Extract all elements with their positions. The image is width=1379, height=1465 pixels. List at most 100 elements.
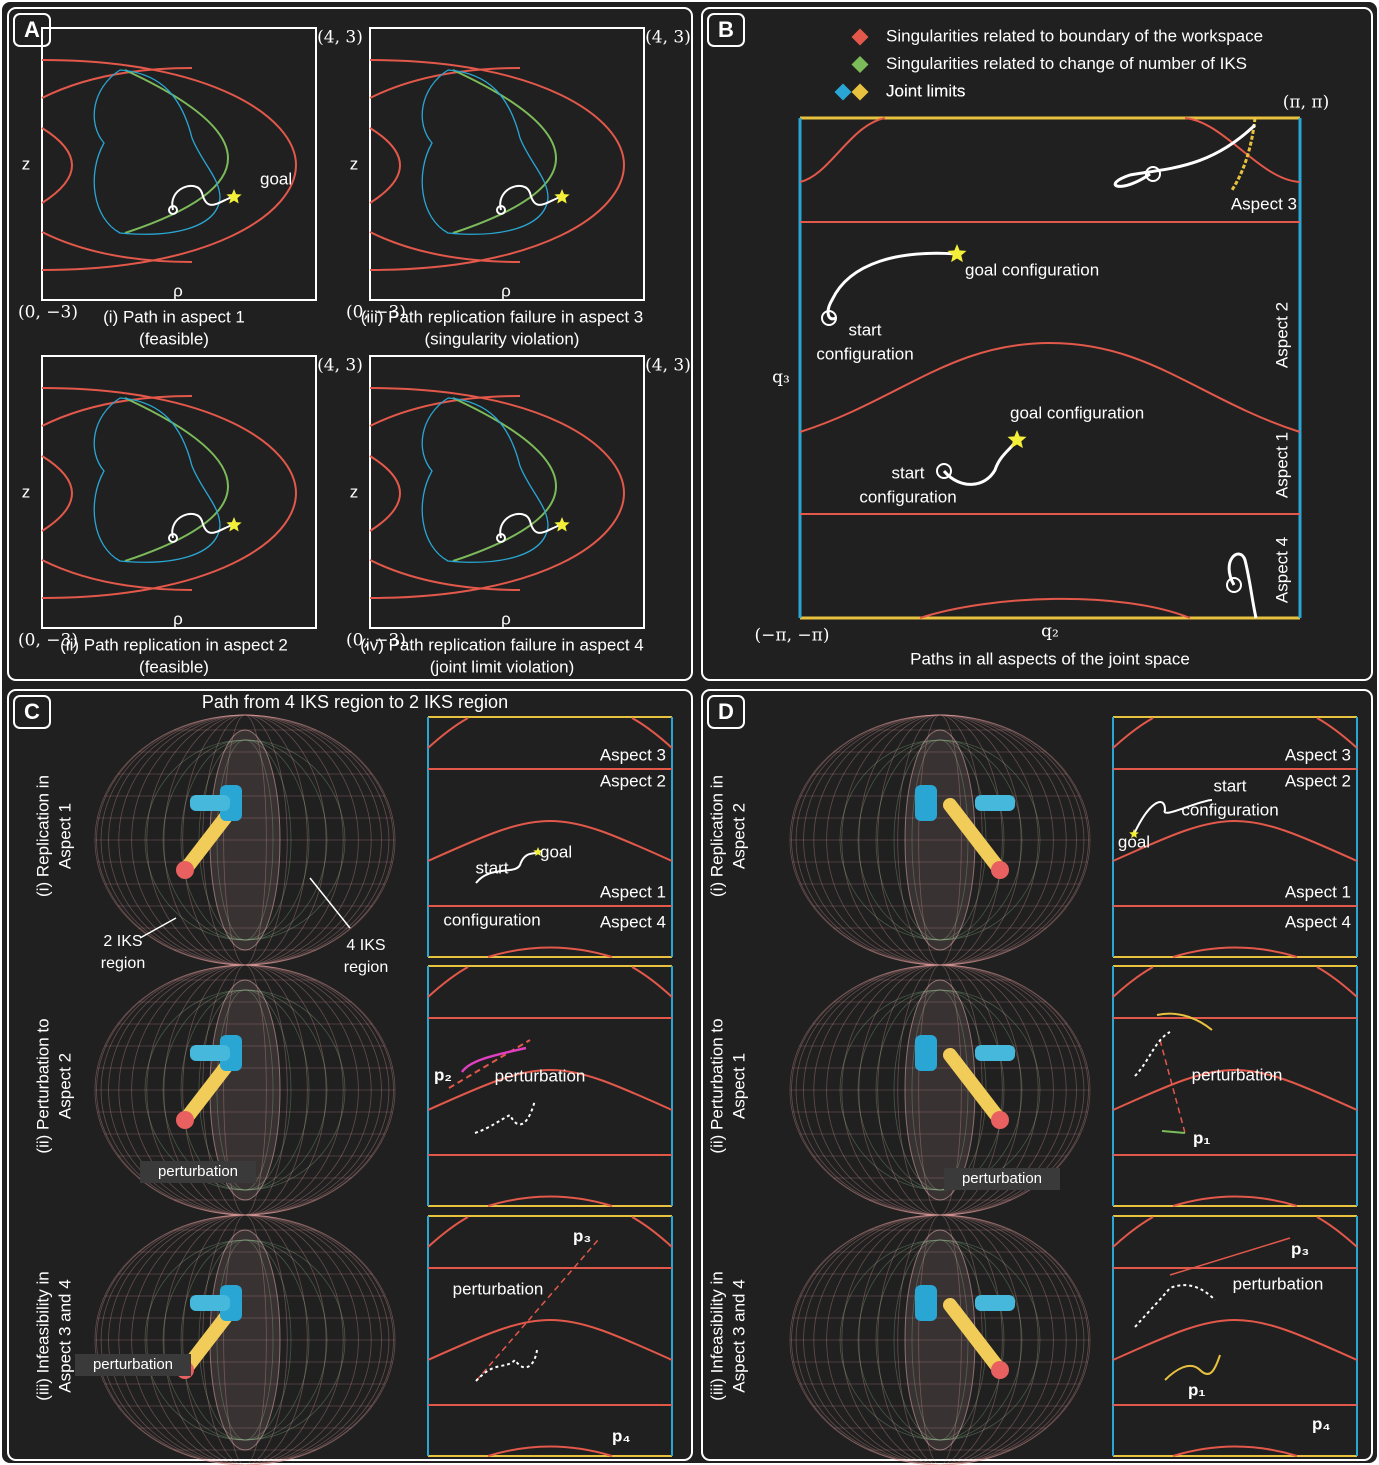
label: region bbox=[101, 955, 145, 972]
label: (iii) Infeasibility in bbox=[707, 1271, 726, 1400]
robot-joint bbox=[915, 1285, 937, 1321]
label: Aspect 2 bbox=[55, 1053, 74, 1119]
label: (4, 3) bbox=[317, 28, 363, 48]
label: (i) Path in aspect 1 bbox=[103, 307, 245, 326]
label: p₂ bbox=[434, 1065, 452, 1084]
label: Aspect 2 bbox=[1272, 302, 1291, 368]
panel-label: A bbox=[24, 17, 40, 42]
label: Aspect 1 bbox=[1285, 882, 1351, 901]
inner-core bbox=[210, 1230, 280, 1450]
label: (ii) Perturbation to bbox=[33, 1018, 52, 1153]
label: Aspect 3 bbox=[1231, 194, 1297, 213]
label: goal configuration bbox=[965, 260, 1099, 279]
label: Aspect 1 bbox=[1272, 432, 1291, 498]
label: (4, 3) bbox=[645, 28, 691, 48]
figure: A B C D (4, 3) (0, −3) z ρ goal (i) Path in aspec… bbox=[0, 0, 1379, 1465]
label: Aspect 4 bbox=[1285, 912, 1351, 931]
page: A B C D (4, 3) (0, −3) z ρ goal (i) Path in aspec… bbox=[0, 0, 1379, 1465]
label: goal bbox=[260, 169, 292, 188]
label: perturbation bbox=[158, 1163, 238, 1180]
label: perturbation bbox=[1192, 1065, 1283, 1084]
label: ρ bbox=[501, 609, 511, 628]
label: Aspect 3 bbox=[600, 745, 666, 764]
label: 4 IKS bbox=[346, 937, 385, 954]
label: (ii) Perturbation to bbox=[707, 1018, 726, 1153]
label: perturbation bbox=[962, 1170, 1042, 1187]
end-effector bbox=[991, 1111, 1009, 1129]
label: Aspect 4 bbox=[1272, 537, 1291, 603]
label: p₁ bbox=[1193, 1128, 1210, 1147]
label: (joint limit violation) bbox=[430, 657, 575, 676]
panel-label: C bbox=[24, 699, 40, 724]
label: configuration bbox=[816, 344, 913, 363]
label: 2 IKS bbox=[103, 933, 142, 950]
label: Paths in all aspects of the joint space bbox=[910, 649, 1190, 668]
label: (iv) Path replication failure in aspect … bbox=[360, 635, 643, 654]
label: configuration bbox=[859, 487, 956, 506]
inner-core bbox=[905, 730, 975, 950]
label: perturbation bbox=[93, 1356, 173, 1373]
robot-joint bbox=[915, 785, 937, 821]
panel-label: D bbox=[718, 699, 734, 724]
label: (−π, −π) bbox=[755, 626, 830, 646]
label: (feasible) bbox=[139, 329, 209, 348]
label: configuration bbox=[443, 910, 540, 929]
label: start bbox=[1213, 776, 1246, 795]
label: Aspect 1 bbox=[600, 882, 666, 901]
end-effector bbox=[176, 1111, 194, 1129]
end-effector bbox=[991, 861, 1009, 879]
label: z bbox=[350, 154, 359, 173]
inner-core bbox=[905, 1230, 975, 1450]
robot-joint bbox=[190, 1295, 230, 1311]
label: (4, 3) bbox=[645, 356, 691, 376]
inner-core bbox=[905, 980, 975, 1200]
label: Singularities related to boundary of the… bbox=[886, 26, 1263, 45]
label: perturbation bbox=[453, 1279, 544, 1298]
label: p₃ bbox=[1291, 1239, 1309, 1258]
robot-joint bbox=[975, 1045, 1015, 1061]
robot-joint bbox=[975, 1295, 1015, 1311]
label: Aspect 2 bbox=[600, 771, 666, 790]
label: p₄ bbox=[1312, 1414, 1331, 1433]
label: Aspect 3 bbox=[1285, 745, 1351, 764]
label: goal bbox=[1118, 832, 1150, 851]
label: (singularity violation) bbox=[425, 329, 580, 348]
label: ρ bbox=[173, 281, 183, 300]
label: (i) Replication in bbox=[707, 775, 726, 897]
label: (iii) Path replication failure in aspect… bbox=[361, 307, 644, 326]
end-effector bbox=[991, 1361, 1009, 1379]
inner-core bbox=[210, 730, 280, 950]
label: Path from 4 IKS region to 2 IKS region bbox=[202, 692, 508, 712]
label: Aspect 2 bbox=[1285, 771, 1351, 790]
label: Singularities related to change of numbe… bbox=[886, 54, 1247, 73]
label: Aspect 1 bbox=[729, 1053, 748, 1119]
label: perturbation bbox=[495, 1066, 586, 1085]
label: (π, π) bbox=[1283, 93, 1329, 113]
label: (0, −3) bbox=[18, 303, 78, 323]
label: start bbox=[848, 320, 881, 339]
robot-joint bbox=[975, 795, 1015, 811]
label: start bbox=[475, 858, 508, 877]
label: p₃ bbox=[573, 1226, 591, 1245]
label: Joint limits bbox=[886, 81, 965, 100]
end-effector bbox=[176, 861, 194, 879]
label: p₄ bbox=[612, 1426, 631, 1445]
label: p₁ bbox=[1188, 1380, 1205, 1399]
label: Aspect 4 bbox=[600, 912, 666, 931]
label: configuration bbox=[1181, 800, 1278, 819]
panel-label: B bbox=[718, 17, 734, 42]
label: z bbox=[22, 482, 31, 501]
label: Aspect 3 and 4 bbox=[729, 1279, 748, 1392]
label: z bbox=[22, 154, 31, 173]
label: start bbox=[891, 463, 924, 482]
label: Aspect 1 bbox=[55, 803, 74, 869]
label: Aspect 2 bbox=[729, 803, 748, 869]
label: ρ bbox=[501, 281, 511, 300]
label: q₃ bbox=[772, 368, 790, 388]
label: goal bbox=[540, 842, 572, 861]
robot-joint bbox=[190, 795, 230, 811]
label: Aspect 3 and 4 bbox=[55, 1279, 74, 1392]
label: (ii) Path replication in aspect 2 bbox=[60, 635, 288, 654]
label: (i) Replication in bbox=[33, 775, 52, 897]
label: ρ bbox=[173, 609, 183, 628]
